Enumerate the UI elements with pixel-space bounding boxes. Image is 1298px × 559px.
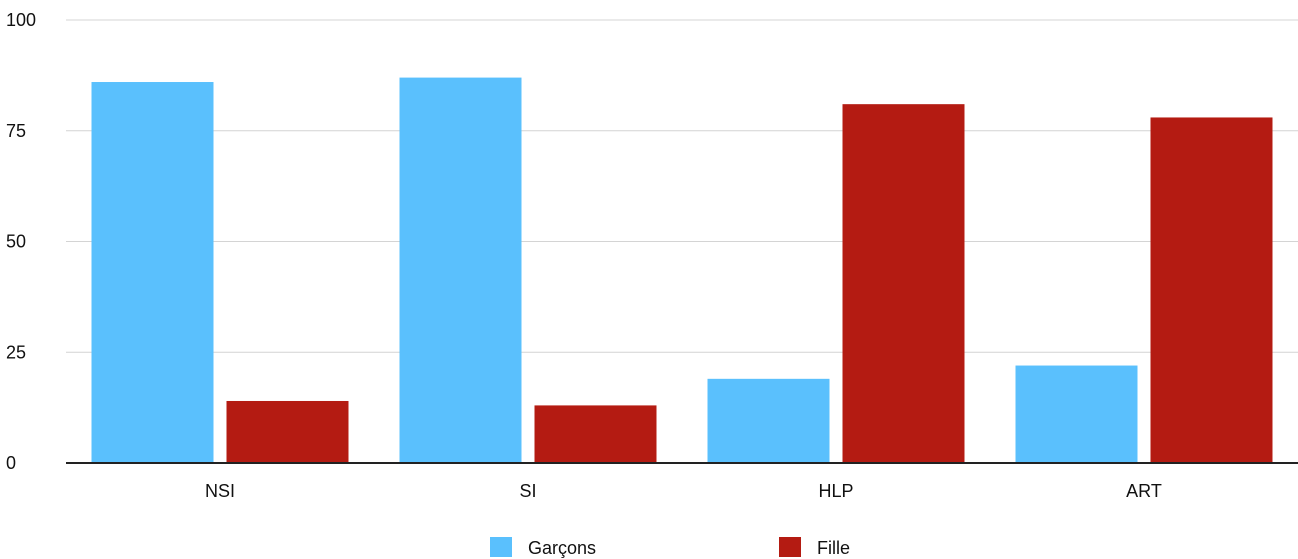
bar-fille-art <box>1150 117 1273 464</box>
bar-fille-si <box>534 405 657 463</box>
bar-garons-art <box>1015 365 1138 463</box>
bars <box>91 77 1273 464</box>
legend: Garçons Fille <box>490 537 850 558</box>
bar-garons-hlp <box>707 378 830 463</box>
y-tick-label: 50 <box>6 232 26 252</box>
legend-label: Garçons <box>528 538 596 558</box>
x-axis-labels: NSI SI HLP ART <box>205 481 1162 501</box>
legend-swatch <box>779 537 801 557</box>
y-tick-label: 100 <box>6 10 36 30</box>
legend-label: Fille <box>817 538 850 558</box>
bar-garons-si <box>399 77 522 463</box>
bar-fille-nsi <box>226 400 349 463</box>
gridlines <box>66 19 1298 353</box>
x-category-label: NSI <box>205 481 235 501</box>
bar-garons-nsi <box>91 82 214 464</box>
y-tick-label: 75 <box>6 121 26 141</box>
x-category-label: ART <box>1126 481 1162 501</box>
x-category-label: HLP <box>818 481 853 501</box>
y-axis-ticks: 0 25 50 75 100 <box>6 10 36 473</box>
legend-swatch <box>490 537 512 557</box>
bar-fille-hlp <box>842 104 965 464</box>
x-category-label: SI <box>519 481 536 501</box>
y-tick-label: 25 <box>6 342 26 362</box>
y-tick-label: 0 <box>6 453 16 473</box>
